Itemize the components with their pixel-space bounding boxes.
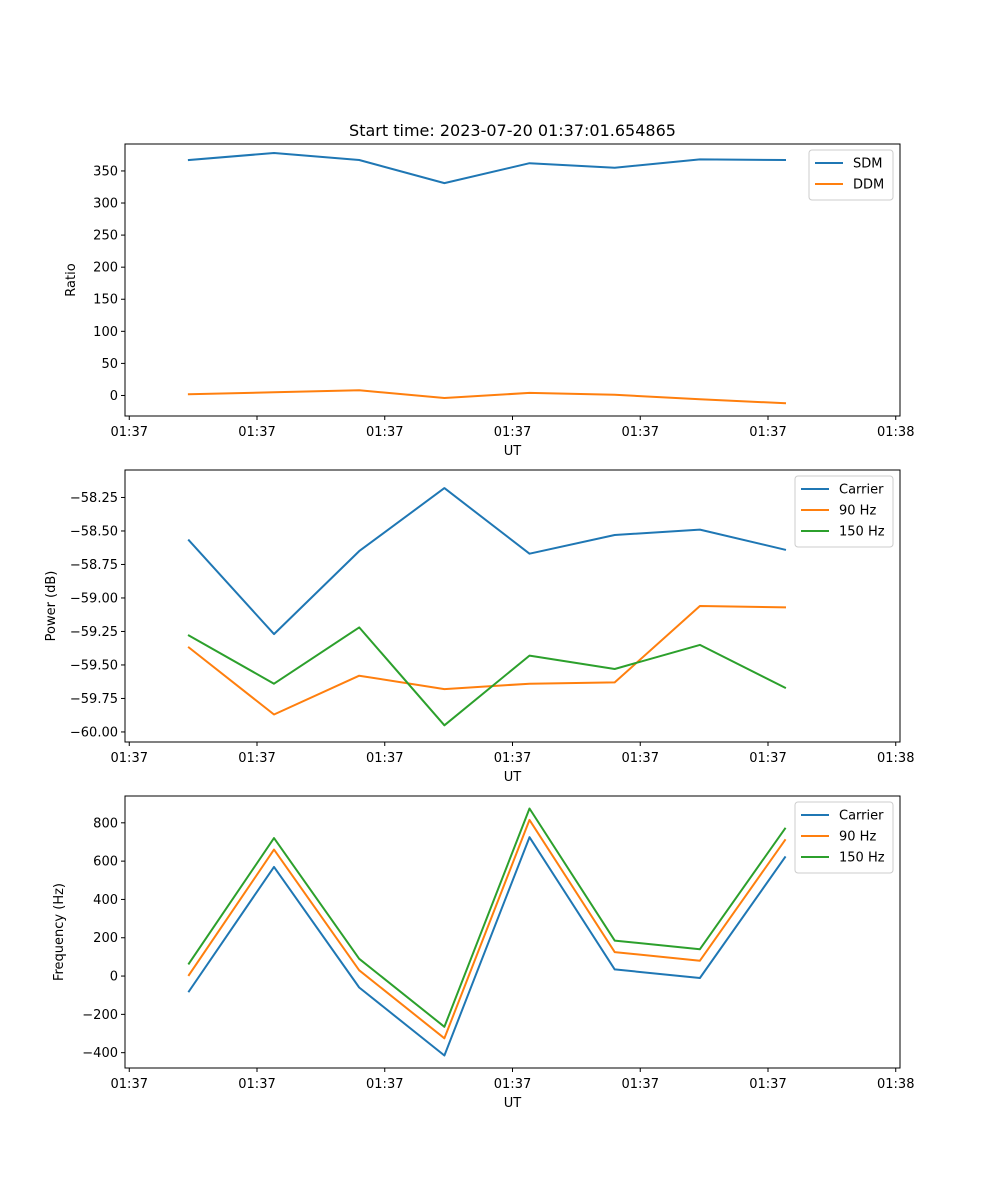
x-tick-label: 01:37 — [366, 751, 403, 766]
series-line-sdm — [187, 152, 787, 185]
x-tick-label: 01:38 — [877, 1077, 914, 1092]
y-tick-label: 200 — [93, 261, 118, 276]
legend: Carrier 90 Hz 150 Hz — [794, 801, 894, 874]
y-tick-label: −200 — [82, 1008, 118, 1023]
legend: Carrier 90 Hz 150 Hz — [794, 475, 894, 548]
y-tick-label: −60.00 — [70, 725, 118, 740]
y-tick-label: −58.50 — [70, 524, 118, 539]
legend-label-150-hz: 150 Hz — [839, 851, 885, 866]
y-axis-label: Frequency (Hz) — [52, 883, 67, 981]
legend-label-carrier: Carrier — [839, 483, 884, 498]
x-tick-label: 01:37 — [622, 425, 659, 440]
x-axis-label: UT — [504, 1096, 522, 1111]
figure-title: Start time: 2023-07-20 01:37:01.654865 — [349, 121, 676, 140]
y-tick-label: −59.75 — [70, 692, 118, 707]
series-line-carrier — [187, 836, 787, 1057]
x-axis-label: UT — [504, 770, 522, 785]
x-tick-label: 01:38 — [877, 425, 914, 440]
y-tick-label: 400 — [93, 893, 118, 908]
y-tick-label: 300 — [93, 197, 118, 212]
series-line-ddm — [187, 389, 787, 405]
series-line-150-hz — [187, 626, 787, 727]
y-tick-label: 200 — [93, 931, 118, 946]
x-tick-label: 01:37 — [749, 1077, 786, 1092]
legend-label-150-hz: 150 Hz — [839, 525, 885, 540]
y-tick-label: 800 — [93, 816, 118, 831]
legend-box — [794, 475, 894, 548]
legend-label-90-hz: 90 Hz — [839, 830, 876, 845]
x-tick-label: 01:37 — [749, 751, 786, 766]
legend-label-sdm: SDM — [853, 157, 882, 172]
y-tick-label: −58.25 — [70, 491, 118, 506]
x-axis-label: UT — [504, 444, 522, 459]
y-tick-label: 0 — [110, 389, 118, 404]
x-tick-label: 01:37 — [111, 425, 148, 440]
x-tick-label: 01:37 — [494, 751, 531, 766]
y-tick-label: 100 — [93, 325, 118, 340]
series-line-90-hz — [187, 605, 787, 716]
x-tick-label: 01:38 — [877, 751, 914, 766]
y-axis-label: Ratio — [64, 263, 79, 296]
x-tick-label: 01:37 — [111, 751, 148, 766]
legend-label-carrier: Carrier — [839, 809, 884, 824]
y-tick-label: 50 — [101, 357, 118, 372]
y-tick-label: 150 — [93, 293, 118, 308]
x-tick-label: 01:37 — [238, 1077, 275, 1092]
x-tick-label: 01:37 — [238, 425, 275, 440]
legend-label-90-hz: 90 Hz — [839, 504, 876, 519]
x-tick-label: 01:37 — [238, 751, 275, 766]
x-tick-label: 01:37 — [749, 425, 786, 440]
x-tick-label: 01:37 — [622, 1077, 659, 1092]
y-tick-label: 250 — [93, 229, 118, 244]
chart-panel-3: 01:37 01:37 01:37 01:37 01:37 01:37 01:38 −400 −… — [52, 795, 914, 1111]
chart-panel-1: 01:37 01:37 01:37 01:37 01:37 01:37 01:38 0 50 10… — [64, 143, 914, 459]
x-tick-label: 01:37 — [366, 425, 403, 440]
x-tick-label: 01:37 — [494, 425, 531, 440]
x-tick-label: 01:37 — [622, 751, 659, 766]
y-tick-label: −400 — [82, 1046, 118, 1061]
series-line-carrier — [187, 487, 787, 636]
legend-box — [794, 801, 894, 874]
series-line-90-hz — [187, 818, 787, 1040]
y-tick-label: 350 — [93, 164, 118, 179]
y-axis-label: Power (dB) — [44, 571, 59, 642]
y-tick-label: 600 — [93, 855, 118, 870]
x-tick-label: 01:37 — [494, 1077, 531, 1092]
series-line-150-hz — [187, 807, 787, 1028]
x-tick-label: 01:37 — [366, 1077, 403, 1092]
chart-panel-2: 01:37 01:37 01:37 01:37 01:37 01:37 01:38 −60.0… — [44, 469, 914, 785]
y-tick-label: 0 — [110, 970, 118, 985]
legend-label-ddm: DDM — [853, 178, 884, 193]
y-tick-label: −58.75 — [70, 558, 118, 573]
y-tick-label: −59.50 — [70, 658, 118, 673]
y-tick-label: −59.00 — [70, 591, 118, 606]
charts: 01:37 01:37 01:37 01:37 01:37 01:37 01:38 0 50 10… — [44, 143, 914, 1111]
legend: SDM DDM — [808, 149, 894, 201]
y-tick-label: −59.25 — [70, 625, 118, 640]
x-tick-label: 01:37 — [111, 1077, 148, 1092]
